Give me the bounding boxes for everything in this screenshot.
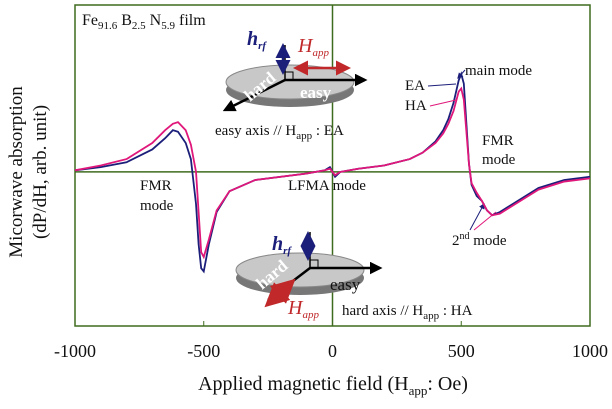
annotation: LFMA mode [288, 178, 366, 194]
easy-caption: easy axis // Happ : EA [215, 123, 344, 142]
h-rf-label: hrf [272, 233, 292, 257]
y-label: (dP/dH, arb. unit) [30, 105, 51, 239]
hard-axis-diagram: hrf Happ hard easy hard axis // Happ : H… [236, 232, 473, 322]
h-app-label: Happ [287, 297, 319, 321]
h-app-label: Happ [297, 35, 329, 59]
legend-label: HA [405, 98, 427, 114]
annotation: 2nd mode [452, 231, 507, 249]
annotation: main mode [465, 63, 532, 79]
x-tick-label: -500 [187, 341, 220, 361]
annotation: mode [482, 152, 516, 168]
annotation: FMR [482, 133, 514, 149]
hard-caption: hard axis // Happ : HA [342, 303, 473, 322]
x-tick-label: -1000 [54, 341, 96, 361]
chart: Fe91.6 B2.5 N5.9 film Micorwave absorpti… [0, 0, 612, 404]
x-tick-label: 0 [328, 341, 337, 361]
x-tick-label: 500 [448, 341, 475, 361]
x-label: Applied magnetic field (Happ: Oe) [198, 373, 468, 398]
annotation: FMR [140, 178, 172, 194]
annotation: mode [140, 198, 174, 214]
easy-axis-diagram: hrf Happ hard easy easy axis // Happ : E… [215, 28, 365, 142]
y-label: Micorwave absorption [6, 86, 27, 258]
legend-pointer [428, 84, 456, 86]
chart-title: Fe91.6 B2.5 N5.9 film [82, 12, 206, 32]
legend-label: EA [405, 78, 425, 94]
easy-label: easy [300, 83, 332, 102]
easy-label: easy [330, 275, 361, 294]
h-rf-label: hrf [247, 28, 267, 52]
x-tick-label: 1000 [572, 341, 608, 361]
